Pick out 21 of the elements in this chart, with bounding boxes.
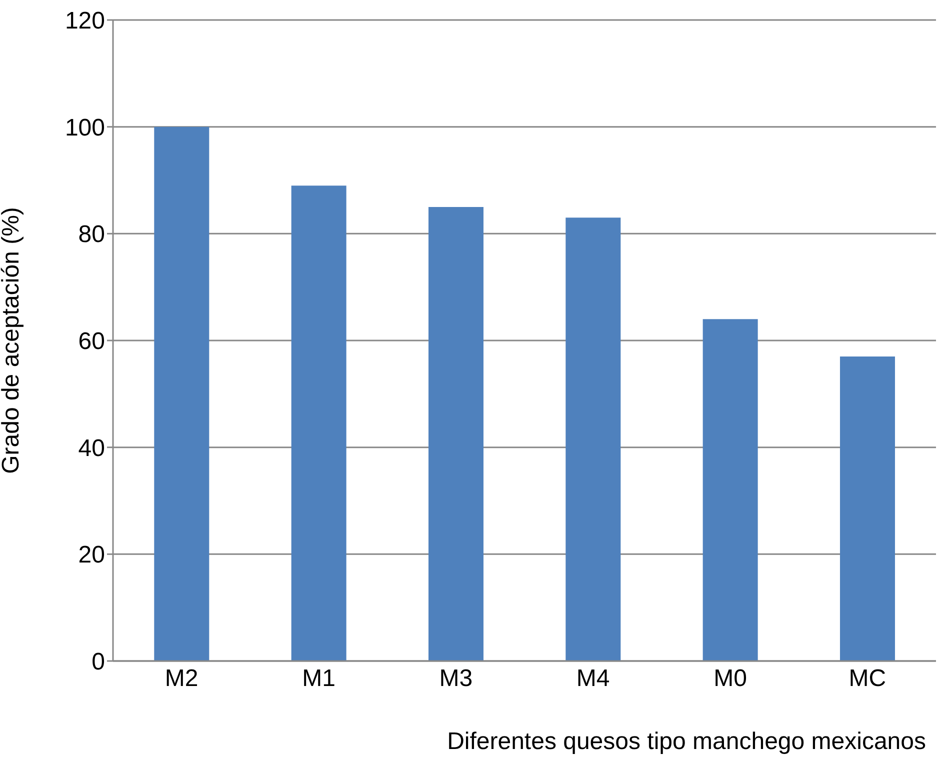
bar <box>428 206 484 661</box>
x-tick-label: M2 <box>164 665 198 692</box>
x-axis-title: Diferentes quesos tipo manchego mexicanos <box>447 728 926 755</box>
bar <box>840 356 895 661</box>
y-tick-label: 80 <box>78 221 105 248</box>
x-tick-label: M3 <box>439 665 473 692</box>
bar <box>566 218 621 661</box>
x-tick-label: M0 <box>714 665 747 692</box>
y-tick-label: 100 <box>64 114 105 142</box>
x-tick-label: MC <box>848 665 886 692</box>
y-tick-label: 120 <box>64 8 105 35</box>
y-tick-label: 40 <box>78 434 105 462</box>
y-tick-label: 60 <box>78 328 105 356</box>
x-tick-label: M1 <box>302 665 336 692</box>
y-tick-label: 20 <box>78 542 105 569</box>
bar <box>702 319 758 661</box>
y-axis-title: Grado de aceptación (%) <box>0 207 25 474</box>
bar <box>154 126 210 661</box>
bar <box>291 186 346 661</box>
x-tick-label: M4 <box>576 665 610 692</box>
y-tick-label: 0 <box>92 648 105 676</box>
